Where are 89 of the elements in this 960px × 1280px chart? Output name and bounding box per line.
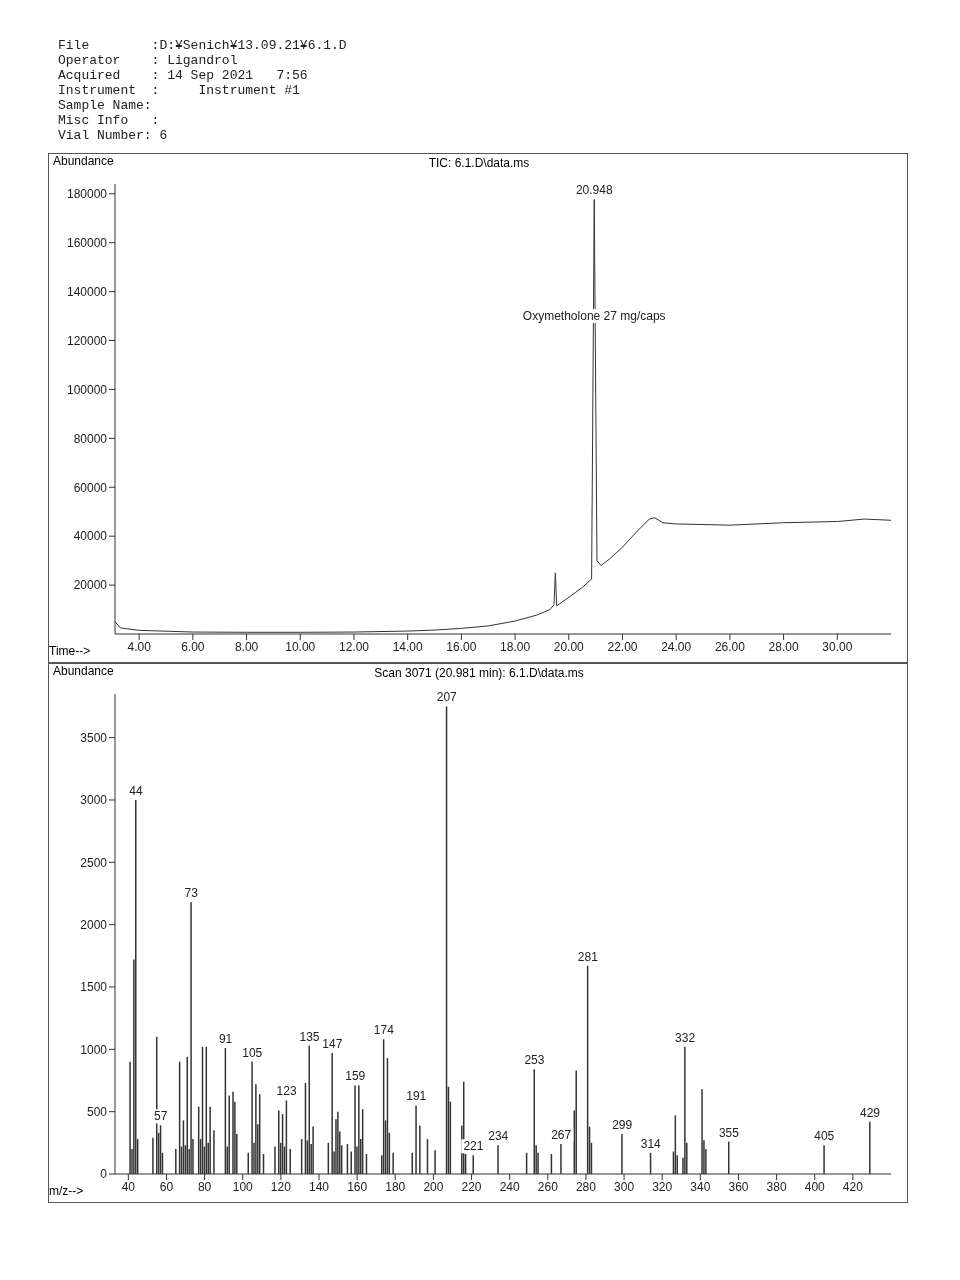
text: Sample Name: <box>58 98 153 113</box>
annotation: 299 <box>612 1118 633 1133</box>
x-tick-label: 12.00 <box>338 639 370 654</box>
x-tick-label: 6.00 <box>181 639 205 654</box>
annotation: 253 <box>524 1053 545 1068</box>
annotation: 159 <box>345 1069 366 1084</box>
x-tick-label: 4.00 <box>127 639 152 654</box>
x-tick-label: 16.00 <box>446 639 477 654</box>
annotation: 429 <box>860 1105 881 1120</box>
y-tick-label: 2500 <box>80 855 108 870</box>
x-tick-label: 120 <box>270 1179 292 1194</box>
chart-title: TIC: 6.1.D\data.ms <box>428 156 530 170</box>
annotation: 267 <box>551 1128 572 1143</box>
x-tick-label: 380 <box>766 1179 787 1194</box>
annotation: 314 <box>640 1136 662 1151</box>
x-tick-label: 360 <box>728 1179 749 1194</box>
annotation: 91 <box>218 1032 233 1047</box>
y-axis-title: Abundance <box>53 664 114 678</box>
x-tick-label: 420 <box>842 1179 864 1194</box>
y-tick-label: 40000 <box>73 529 108 544</box>
y-tick-label: 1000 <box>80 1042 108 1057</box>
x-tick-label: 300 <box>614 1179 635 1194</box>
x-tick-label: 180 <box>385 1179 406 1194</box>
x-tick-label: 30.00 <box>822 639 853 654</box>
x-tick-label: 160 <box>347 1179 368 1194</box>
annotation: 57 <box>154 1109 168 1124</box>
y-tick-label: 180000 <box>66 187 108 202</box>
annotation: 405 <box>814 1129 835 1144</box>
annotation: 207 <box>436 690 458 705</box>
x-tick-label: 26.00 <box>714 639 746 654</box>
text: Misc Info : <box>58 113 161 128</box>
x-tick-label: 80 <box>197 1179 212 1194</box>
x-tick-label: 28.00 <box>768 639 799 654</box>
x-tick-label: 140 <box>308 1179 330 1194</box>
annotation: 281 <box>577 949 599 964</box>
text: File :D:¥Senich¥13.09.21¥6.1.D <box>58 38 348 53</box>
x-tick-label: 24.00 <box>661 639 692 654</box>
x-tick-label: 320 <box>652 1179 673 1194</box>
annotation: 174 <box>373 1023 395 1038</box>
chart-title: Scan 3071 (20.981 min): 6.1.D\data.ms <box>374 666 584 680</box>
text: Operator : Ligandrol <box>58 53 239 68</box>
y-axis-title: Abundance <box>53 154 114 168</box>
y-tick-label: 2000 <box>80 917 108 932</box>
x-tick-label: 100 <box>232 1179 254 1194</box>
annotation: 221 <box>463 1139 484 1154</box>
annotation: 332 <box>675 1030 696 1045</box>
annotation: 105 <box>242 1045 263 1060</box>
annotation: 191 <box>406 1089 427 1104</box>
x-tick-label: 22.00 <box>607 639 638 654</box>
annotation: 73 <box>184 886 199 901</box>
x-tick-label: 14.00 <box>392 639 424 654</box>
y-tick-label: 500 <box>86 1104 108 1119</box>
annotation: 147 <box>322 1037 343 1052</box>
x-tick-label: 340 <box>690 1179 711 1194</box>
x-tick-label: 260 <box>537 1179 559 1194</box>
x-tick-label: 60 <box>159 1179 174 1194</box>
x-axis-title: m/z--> <box>49 1184 84 1198</box>
annotation: 234 <box>488 1129 509 1144</box>
text: Acquired : 14 Sep 2021 7:56 <box>58 68 309 83</box>
y-tick-label: 60000 <box>73 480 108 495</box>
y-tick-label: 140000 <box>66 284 108 299</box>
x-axis-title: Time--> <box>49 644 91 658</box>
y-tick-label: 1500 <box>80 980 108 995</box>
y-tick-label: 100000 <box>66 382 108 397</box>
annotation: 355 <box>718 1125 740 1140</box>
x-tick-label: 20.00 <box>553 639 585 654</box>
x-tick-label: 400 <box>804 1179 826 1194</box>
x-tick-label: 280 <box>575 1179 597 1194</box>
annotation: 123 <box>276 1084 297 1099</box>
y-tick-label: 20000 <box>73 578 108 593</box>
y-tick-label: 80000 <box>73 431 108 446</box>
annotation: 20.948 <box>575 183 613 198</box>
x-tick-label: 10.00 <box>285 639 316 654</box>
annotation: 44 <box>129 783 143 798</box>
y-tick-label: 120000 <box>66 333 108 348</box>
annotation: Oxymetholone 27 mg/caps <box>522 309 666 324</box>
y-tick-label: 3000 <box>80 793 108 808</box>
x-tick-label: 240 <box>499 1179 521 1194</box>
y-tick-label: 0 <box>100 1167 108 1182</box>
text: Instrument : Instrument #1 <box>58 83 301 98</box>
annotation: 135 <box>299 1029 320 1044</box>
x-tick-label: 220 <box>461 1179 482 1194</box>
x-tick-label: 8.00 <box>234 639 259 654</box>
y-tick-label: 160000 <box>66 235 108 250</box>
x-tick-label: 18.00 <box>500 639 531 654</box>
x-tick-label: 40 <box>121 1179 136 1194</box>
x-tick-label: 200 <box>423 1179 444 1194</box>
text: Vial Number: 6 <box>58 128 169 143</box>
y-tick-label: 3500 <box>80 730 108 745</box>
